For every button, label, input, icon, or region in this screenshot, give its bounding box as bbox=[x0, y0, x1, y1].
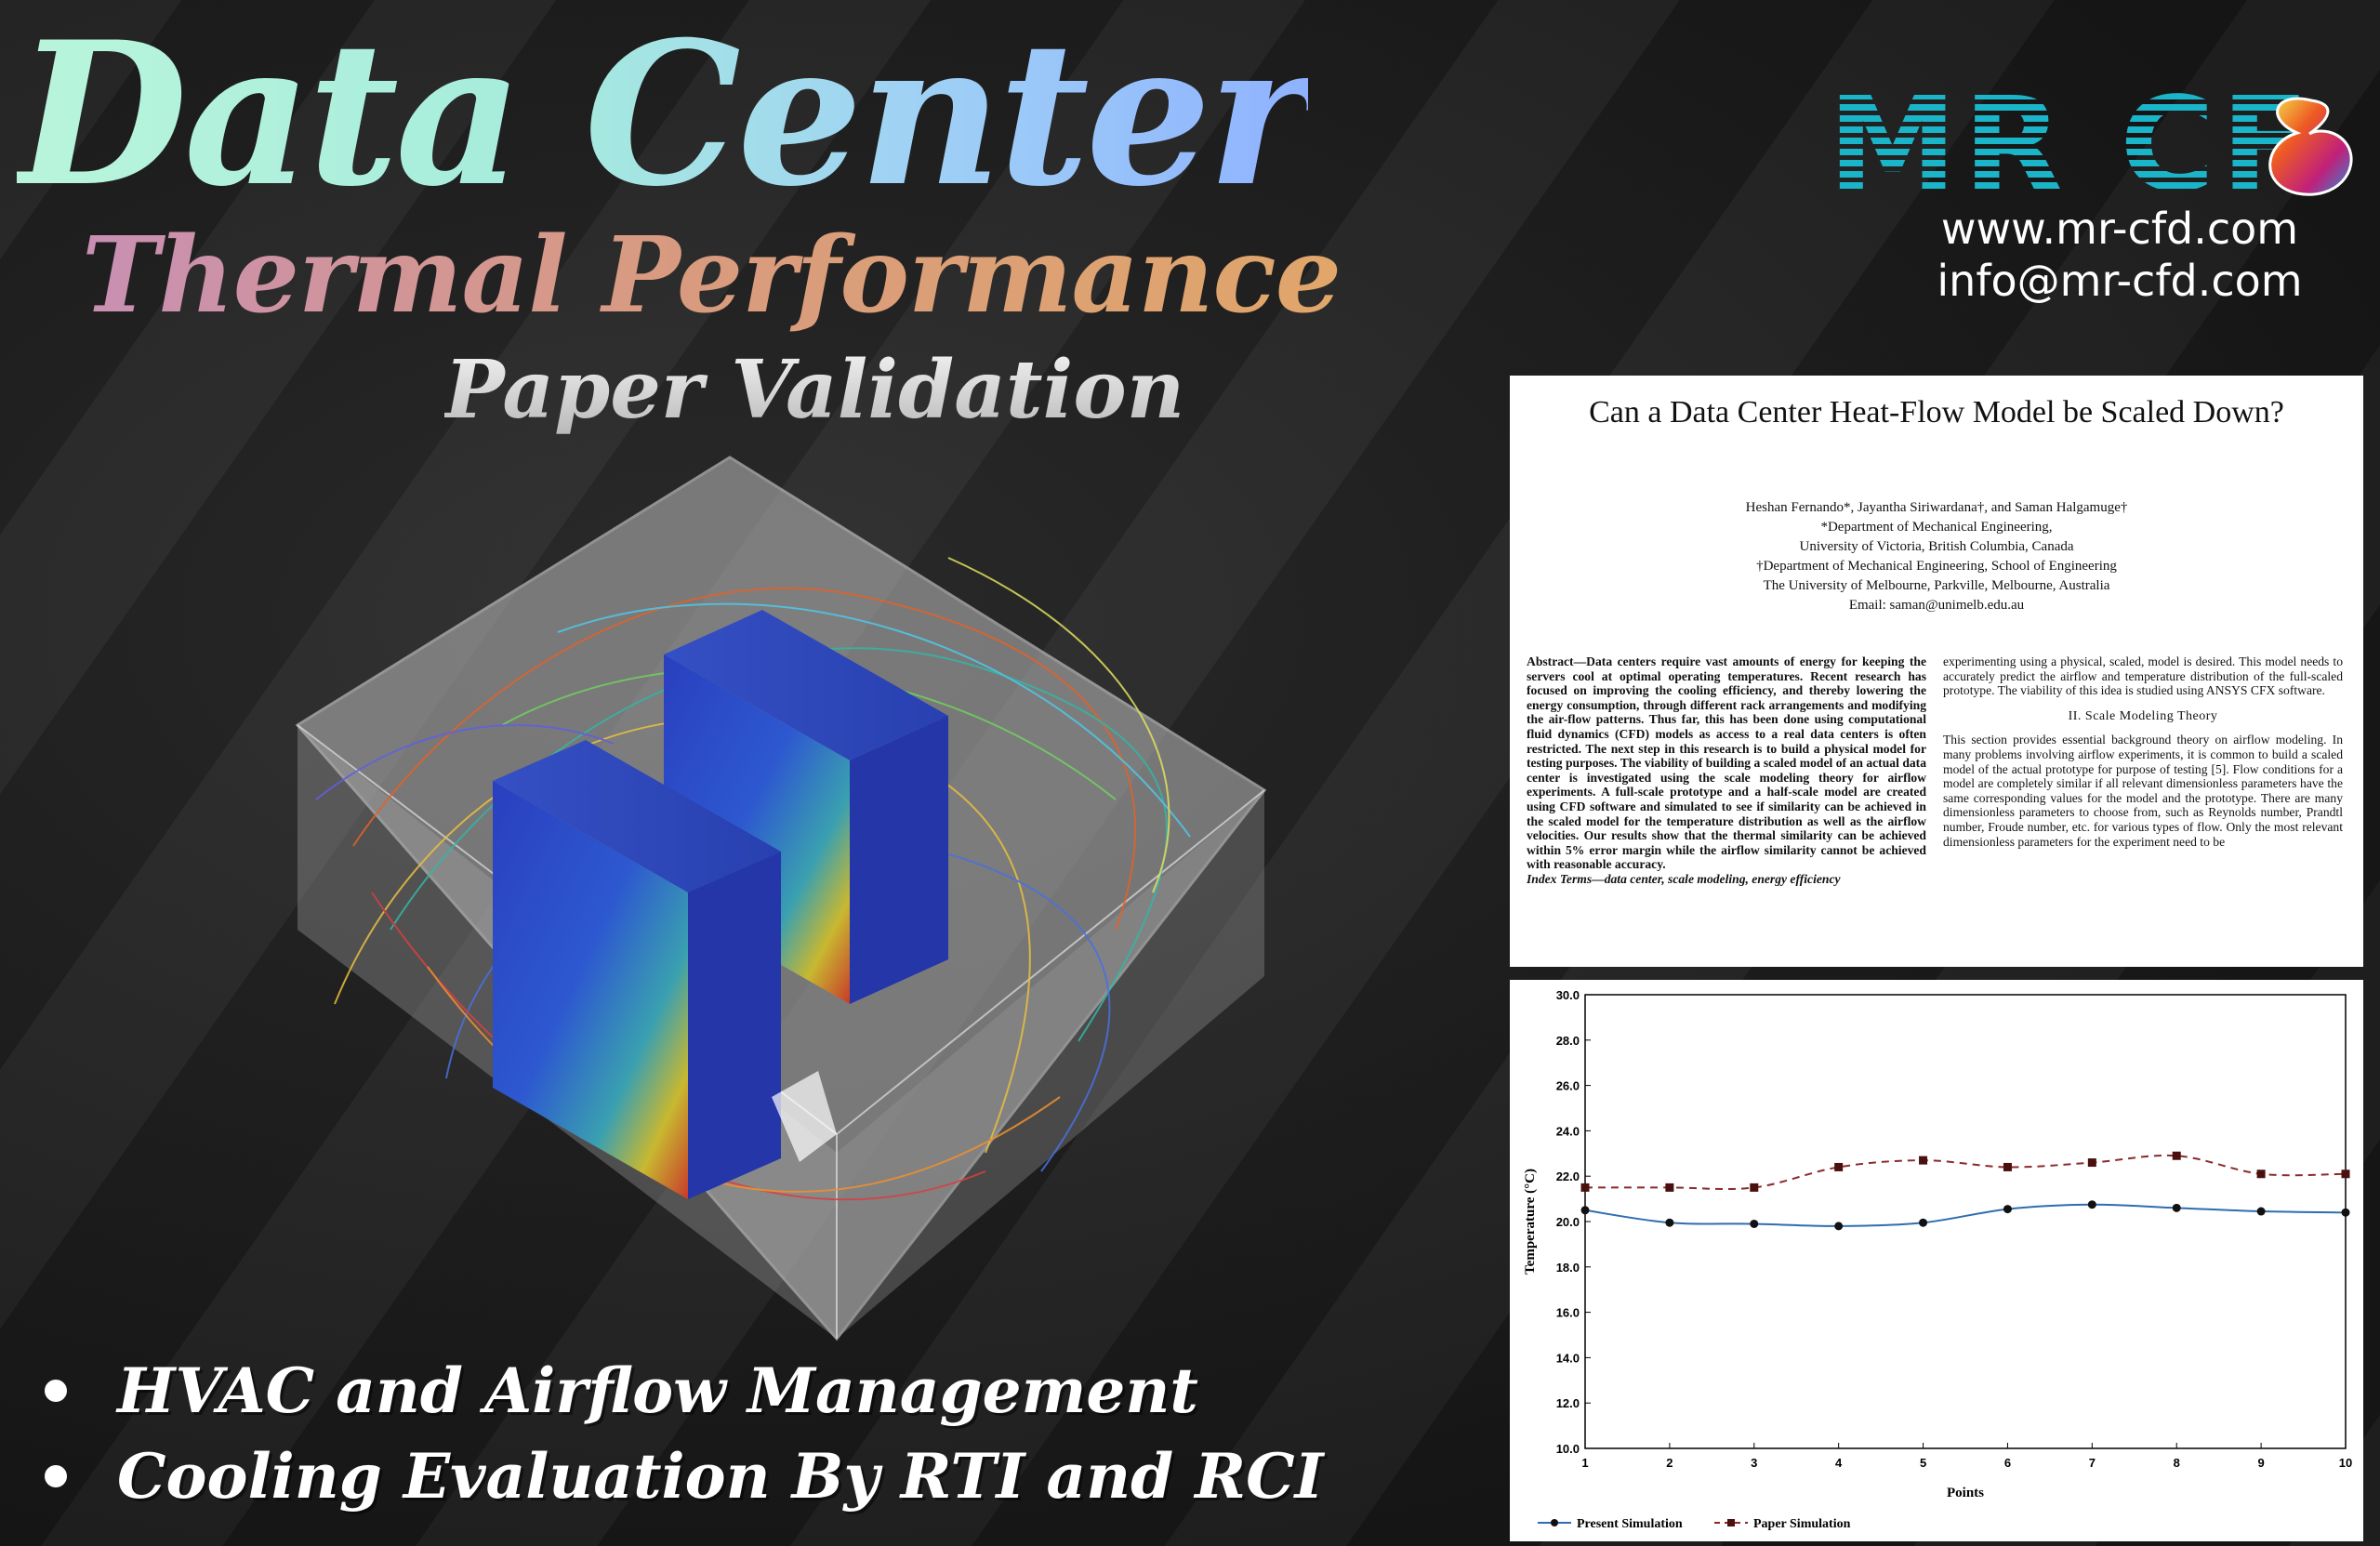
x-axis-label: Points bbox=[1947, 1486, 1984, 1500]
paper-section-heading: II. Scale Modeling Theory bbox=[2068, 708, 2218, 723]
data-point bbox=[1919, 1156, 1928, 1165]
validation-chart: 10.0 12.0 14.0 16.0 18.0 20.0 22.0 24.0 26.0 28.0… bbox=[1523, 988, 2352, 1531]
data-point bbox=[2256, 1207, 2266, 1216]
bullet-dot-icon bbox=[45, 1380, 67, 1402]
legend-label: Paper Simulation bbox=[1753, 1517, 1851, 1531]
paper-authors-block: Heshan Fernando*, Jayantha Siriwardana†,… bbox=[1528, 498, 2345, 615]
cfd-render-illustration bbox=[295, 456, 1267, 1341]
feature-list: HVAC and Airflow Management Cooling Eval… bbox=[45, 1348, 1324, 1519]
data-point bbox=[2003, 1162, 2012, 1171]
series-line-0 bbox=[1584, 1203, 2347, 1227]
data-point bbox=[2172, 1151, 2181, 1160]
data-point bbox=[1580, 1206, 1590, 1215]
paper-affiliation: University of Victoria, British Columbia… bbox=[1799, 539, 2074, 554]
x-tick-label: 2 bbox=[1666, 1456, 1673, 1470]
bullet-dot-icon bbox=[45, 1465, 67, 1487]
y-tick-label: 14.0 bbox=[1556, 1351, 1580, 1365]
y-tick-label: 20.0 bbox=[1556, 1215, 1580, 1229]
brand-logo: MR CF bbox=[1828, 82, 2353, 203]
x-tick-label: 6 bbox=[2004, 1456, 2011, 1470]
chart-legend: Present Simulation Paper Simulation bbox=[1538, 1517, 1851, 1531]
delta-logo-icon bbox=[2268, 97, 2353, 196]
paper-affiliation: *Department of Mechanical Engineering, bbox=[1820, 520, 2053, 535]
plot-area bbox=[1584, 994, 2347, 1449]
paper-title: Can a Data Center Heat-Flow Model be Sca… bbox=[1589, 395, 2284, 429]
paper-affiliation: †Department of Mechanical Engineering, S… bbox=[1756, 559, 2117, 574]
data-point bbox=[2087, 1200, 2096, 1209]
data-point bbox=[1665, 1183, 1674, 1192]
paper-index-terms: Index Terms—data center, scale modeling,… bbox=[1527, 871, 1841, 886]
x-tick-label: 4 bbox=[1835, 1456, 1843, 1470]
data-point bbox=[1580, 1183, 1590, 1192]
x-tick-label: 1 bbox=[1581, 1456, 1588, 1470]
series-line-1 bbox=[1584, 1154, 2347, 1191]
y-tick-label: 10.0 bbox=[1556, 1442, 1580, 1456]
y-tick-label: 12.0 bbox=[1556, 1396, 1580, 1410]
y-tick-label: 26.0 bbox=[1556, 1079, 1580, 1093]
paper-abstract-column: Abstract—Data centers require vast amoun… bbox=[1527, 654, 1926, 887]
data-point bbox=[1919, 1218, 1928, 1227]
x-tick-label: 7 bbox=[2089, 1456, 2096, 1470]
x-tick-label: 5 bbox=[1920, 1456, 1926, 1470]
data-point bbox=[2256, 1169, 2266, 1179]
page-title: Data Center bbox=[17, 0, 1312, 230]
page-tagline: Paper Validation bbox=[444, 343, 1185, 437]
x-tick-label: 8 bbox=[2174, 1456, 2180, 1470]
paper-authors: Heshan Fernando*, Jayantha Siriwardana†,… bbox=[1745, 500, 2128, 515]
data-point bbox=[2341, 1208, 2350, 1217]
x-tick-label: 10 bbox=[2339, 1456, 2352, 1470]
paper-excerpt: Can a Data Center Heat-Flow Model be Sca… bbox=[1510, 376, 2363, 967]
y-tick-label: 24.0 bbox=[1556, 1124, 1580, 1138]
email-text: info@mr-cfd.com bbox=[1937, 256, 2303, 306]
paper-intro-text: experimenting using a physical, scaled, … bbox=[1943, 654, 2343, 698]
y-tick-label: 18.0 bbox=[1556, 1261, 1580, 1275]
x-tick-label: 9 bbox=[2257, 1456, 2264, 1470]
paper-abstract: Abstract—Data centers require vast amoun… bbox=[1527, 654, 1926, 872]
x-tick-label: 3 bbox=[1751, 1456, 1757, 1470]
data-point bbox=[2172, 1203, 2181, 1212]
legend-label: Present Simulation bbox=[1577, 1517, 1683, 1531]
feature-item: Cooling Evaluation By RTI and RCI bbox=[45, 1434, 1324, 1519]
data-point bbox=[2087, 1158, 2096, 1168]
page-subtitle: Thermal Performance bbox=[82, 215, 1342, 337]
paper-email: Email: saman@unimelb.edu.au bbox=[1848, 598, 2025, 613]
y-tick-label: 22.0 bbox=[1556, 1169, 1580, 1183]
feature-item: HVAC and Airflow Management bbox=[45, 1348, 1324, 1434]
data-point bbox=[1665, 1218, 1674, 1227]
y-tick-label: 30.0 bbox=[1556, 988, 1580, 1002]
paper-body-column: experimenting using a physical, scaled, … bbox=[1943, 654, 2343, 849]
svg-text:MR CF: MR CF bbox=[1828, 82, 2315, 203]
website-text: www.mr-cfd.com bbox=[1940, 204, 2299, 254]
legend-marker bbox=[1727, 1519, 1735, 1526]
legend-marker bbox=[1551, 1519, 1558, 1526]
paper-affiliation: The University of Melbourne, Parkville, … bbox=[1763, 578, 2110, 593]
data-point bbox=[1834, 1222, 1844, 1231]
y-tick-label: 16.0 bbox=[1556, 1306, 1580, 1320]
data-point bbox=[1750, 1219, 1759, 1228]
paper-section-text: This section provides essential backgrou… bbox=[1943, 733, 2343, 849]
data-point bbox=[2003, 1205, 2012, 1214]
data-point bbox=[1834, 1162, 1844, 1171]
data-point bbox=[1750, 1183, 1759, 1192]
validation-chart-panel: 10.0 12.0 14.0 16.0 18.0 20.0 22.0 24.0 26.0 28.0… bbox=[1510, 980, 2363, 1541]
data-point bbox=[2341, 1169, 2350, 1179]
y-axis-label: Temperature (°C) bbox=[1523, 1169, 1538, 1275]
y-tick-label: 28.0 bbox=[1556, 1034, 1580, 1048]
